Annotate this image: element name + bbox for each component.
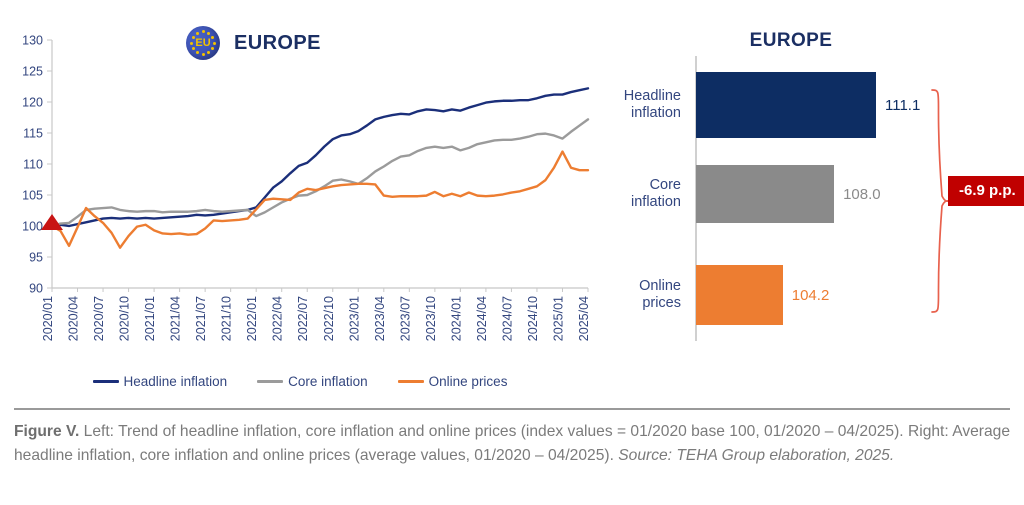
- x-axis-tick-label: 2024/04: [475, 296, 489, 341]
- y-axis-tick-label: 90: [29, 282, 43, 296]
- y-axis-tick-label: 100: [22, 220, 43, 234]
- x-axis-tick-label: 2024/01: [449, 296, 463, 341]
- y-axis-tick-label: 95: [29, 251, 43, 265]
- y-axis-tick-label: 105: [22, 189, 43, 203]
- line-series-online-prices: [50, 150, 590, 249]
- eu-star-icon: [207, 31, 211, 35]
- eu-star-icon: [190, 41, 193, 45]
- x-axis-tick-label: 2020/04: [67, 296, 81, 341]
- y-axis-tick-label: 130: [22, 34, 43, 48]
- x-axis-tick-label: 2023/10: [424, 296, 438, 341]
- x-axis-tick-label: 2020/01: [41, 296, 55, 341]
- bar-row: Core inflation 108.0: [600, 165, 1024, 223]
- bar-category-label-line1: Core: [649, 176, 681, 193]
- bar-row: Online prices 104.2: [600, 265, 1024, 325]
- bar-category-label-line2: inflation: [631, 105, 681, 121]
- x-axis-tick-label: 2021/10: [220, 296, 234, 341]
- eu-star-icon: [191, 35, 195, 39]
- x-axis-tick-label: 2022/01: [245, 296, 259, 341]
- legend-item[interactable]: Headline inflation: [92, 374, 228, 389]
- legend-item[interactable]: Core inflation: [257, 374, 368, 389]
- eu-flag-icon: EU: [186, 26, 220, 60]
- bar-value-label: 111.1: [885, 96, 921, 114]
- x-axis-tick-label: 2022/07: [296, 296, 310, 341]
- x-axis-tick-label: 2021/07: [194, 296, 208, 341]
- bar-chart-panel: EUROPE Headline inflation 111.1 Core inflati…: [600, 0, 1024, 410]
- eu-star-icon: [213, 41, 216, 45]
- x-axis-tick-label: 2022/04: [271, 296, 285, 341]
- legend-item[interactable]: Online prices: [397, 374, 508, 389]
- legend-swatch-icon: [397, 380, 424, 383]
- x-axis-tick-label: 2023/01: [347, 296, 361, 341]
- y-axis: 90 95 100 105 110 115 120 125 130: [22, 34, 588, 296]
- x-axis-tick-label: 2025/04: [577, 296, 591, 341]
- legend-swatch-icon: [257, 380, 284, 383]
- eu-star-icon: [195, 31, 199, 35]
- bar-rect: [696, 265, 783, 325]
- bar-category-label: Headline inflation: [600, 88, 690, 122]
- line-chart-panel: EU EUROPE 90 95 100 105 110 115 120 125 130 2020…: [0, 0, 600, 410]
- legend-label: Headline inflation: [123, 374, 228, 389]
- x-axis-tick-label: 2020/10: [118, 296, 132, 341]
- figure-caption-label: Figure V.: [14, 423, 80, 440]
- line-series-core-inflation: [50, 118, 590, 228]
- figure-caption: Figure V. Left: Trend of headline inflat…: [14, 420, 1010, 467]
- bar-category-label-line2: inflation: [631, 194, 681, 210]
- line-series-group: [50, 87, 590, 249]
- bar-value-label: 104.2: [791, 286, 830, 304]
- eu-star-icon: [191, 47, 195, 51]
- bar-baseline-axis: [695, 56, 697, 341]
- y-axis-tick-label: 115: [23, 127, 43, 141]
- bar-rect: [696, 72, 876, 138]
- base-100-marker: [41, 214, 63, 230]
- x-axis-tick-label: 2022/10: [322, 296, 336, 341]
- bar-category-label-line1: Online: [639, 277, 681, 294]
- x-axis: 2020/01 2020/04 2020/07 2020/10 2021/01 2021/…: [41, 288, 591, 341]
- line-plot: 90 95 100 105 110 115 120 125 130 2020/01 2020/04…: [22, 34, 591, 342]
- y-axis-tick-label: 120: [22, 96, 43, 110]
- eu-star-icon: [211, 47, 215, 51]
- x-axis-tick-label: 2020/07: [92, 296, 106, 341]
- bar-value-label: 108.0: [843, 185, 881, 203]
- figure-caption-body: Left: Trend of headline inflation, core …: [14, 423, 1010, 464]
- line-series-headline-inflation: [50, 87, 590, 228]
- delta-badge: -6.9 p.p.: [948, 176, 1024, 206]
- line-chart-title-group: EU EUROPE: [186, 26, 321, 60]
- eu-star-icon: [195, 51, 199, 55]
- x-axis-tick-label: 2023/04: [373, 296, 387, 341]
- x-axis-tick-label: 2023/07: [398, 296, 412, 341]
- y-axis-tick-label: 125: [22, 65, 43, 79]
- eu-star-icon: [201, 53, 205, 56]
- caption-divider: [14, 408, 1010, 410]
- chart-legend: Headline inflation Core inflation Online p…: [0, 374, 600, 389]
- x-axis-tick-label: 2021/04: [169, 296, 183, 341]
- bar-category-label: Core inflation: [600, 177, 690, 211]
- bar-category-label-line2: prices: [642, 295, 681, 311]
- legend-label: Core inflation: [288, 374, 368, 389]
- bar-category-label: Online prices: [600, 278, 690, 312]
- eu-star-icon: [211, 35, 215, 39]
- x-axis-tick-label: 2024/07: [500, 296, 514, 341]
- x-axis-tick-label: 2021/01: [143, 296, 157, 341]
- bar-category-label-line1: Headline: [623, 87, 681, 104]
- x-axis-tick-label: 2024/10: [526, 296, 540, 341]
- eu-star-icon: [207, 51, 211, 55]
- bar-rect: [696, 165, 835, 223]
- legend-swatch-icon: [92, 380, 119, 383]
- figure-caption-source: Source: TEHA Group elaboration, 2025.: [618, 446, 895, 464]
- y-axis-tick-label: 110: [23, 158, 43, 172]
- x-axis-tick-label: 2025/01: [551, 296, 565, 341]
- bar-chart-title: EUROPE: [749, 30, 833, 51]
- bar-row: Headline inflation 111.1: [600, 72, 1024, 138]
- line-chart-title: EUROPE: [234, 31, 321, 54]
- legend-label: Online prices: [428, 374, 508, 389]
- eu-star-icon: [201, 30, 205, 33]
- base-100-triangle-marker: [41, 214, 63, 230]
- eu-flag-label: EU: [195, 37, 211, 49]
